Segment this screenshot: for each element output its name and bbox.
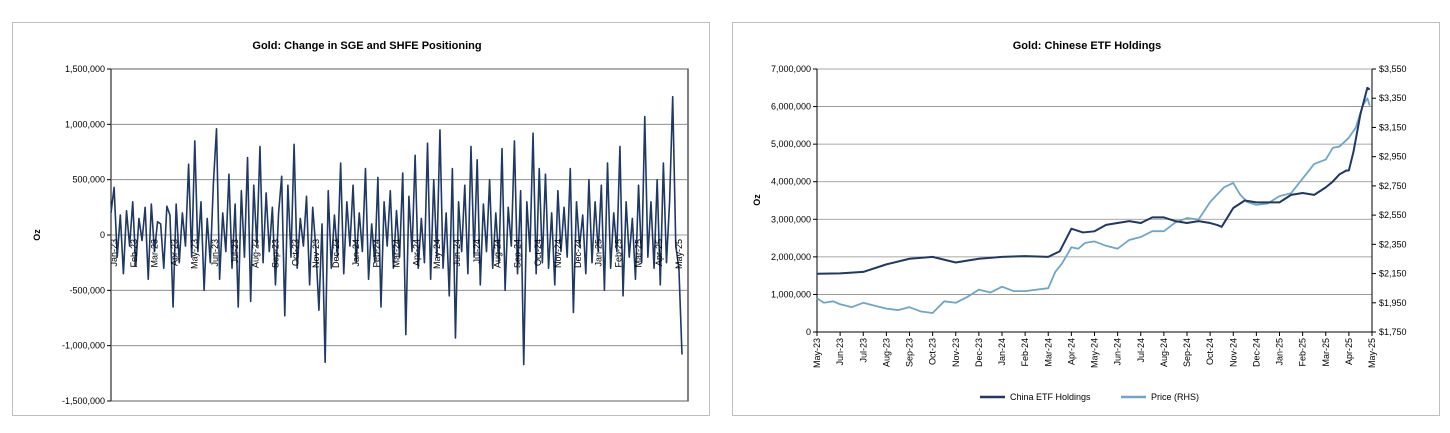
y2-tick-label: $3,350 [1379,93,1407,103]
x-tick-label: Jan-23 [109,239,119,267]
x-tick-label: Jan-25 [593,239,603,267]
y-tick-label: 2,000,000 [771,252,811,262]
x-tick-label: Mar-25 [1321,338,1331,367]
x-tick-label: Sep-24 [513,239,523,268]
x-tick-label: May-25 [674,239,684,269]
x-tick-label: Oct-23 [928,338,938,365]
x-tick-label: Apr-23 [170,239,180,266]
x-tick-label: Feb-24 [1020,338,1030,367]
y2-tick-label: $3,150 [1379,122,1407,132]
y-axis-label: Oz [32,229,42,241]
x-tick-label: Sep-24 [1182,338,1192,367]
x-tick-label: Nov-23 [311,239,321,268]
x-tick-label: Mar-23 [149,239,159,268]
series-line-china-etf [816,86,1371,275]
x-tick-label: Apr-24 [412,239,422,266]
y-axis-label: Oz [752,194,762,206]
y2-tick-label: $2,350 [1379,239,1407,249]
x-tick-label: Mar-24 [1043,338,1053,367]
x-tick-label: Oct-23 [291,239,301,266]
x-tick-label: Jan-24 [351,239,361,267]
y2-tick-label: $1,950 [1379,298,1407,308]
x-tick-label: Sep-23 [270,239,280,268]
x-tick-label: May-25 [1367,338,1377,368]
y-tick-label: 500,000 [72,175,105,185]
y-tick-label: 1,500,000 [65,64,105,74]
legend-label-china-etf: China ETF Holdings [1010,392,1091,402]
x-tick-label: Apr-25 [1344,338,1354,365]
x-tick-label: Jun-24 [452,239,462,267]
x-tick-label: Oct-24 [1205,338,1215,365]
x-tick-label: May-24 [432,239,442,269]
y-tick-label: 1,000,000 [771,289,811,299]
x-tick-label: Jan-24 [997,338,1007,366]
y-tick-label: 0 [100,230,105,240]
chart-title: Gold: Change in SGE and SHFE Positioning [252,40,481,52]
y-tick-label: 0 [806,327,811,337]
chart-panel-sge-shfe: Gold: Change in SGE and SHFE Positioning… [12,22,710,416]
x-tick-label: Apr-25 [654,239,664,266]
legend-label-price: Price (RHS) [1151,392,1199,402]
x-tick-label: May-24 [1090,338,1100,368]
x-tick-label: Jul-23 [230,239,240,264]
y-tick-label: -500,000 [69,285,105,295]
x-tick-label: Aug-24 [1159,338,1169,367]
y2-tick-label: $1,750 [1379,327,1407,337]
y-tick-label: 7,000,000 [771,64,811,74]
x-tick-label: Jul-24 [472,239,482,264]
x-tick-label: Dec-24 [573,239,583,268]
china-etf-chart-svg: Gold: Chinese ETF Holdings Oz 0 1,000,000… [752,40,1407,402]
x-tick-label: Jul-23 [858,338,868,363]
x-tick-label: Dec-24 [1251,338,1261,367]
x-tick-label: Sep-23 [905,338,915,367]
y-tick-label: 1,000,000 [65,119,105,129]
x-tick-label: Aug-23 [881,338,891,367]
x-tick-label: Jun-24 [1113,338,1123,366]
x-tick-label: Oct-24 [533,239,543,266]
y2-tick-label: $2,750 [1379,181,1407,191]
y2-tick-label: $3,550 [1379,64,1407,74]
y-tick-label: 4,000,000 [771,177,811,187]
x-tick-label: Feb-24 [371,239,381,268]
x-tick-label: Nov-24 [553,239,563,268]
chart-panel-china-etf: Gold: Chinese ETF Holdings Oz 0 1,000,000… [732,22,1440,416]
y-tick-label: -1,500,000 [62,396,105,406]
y2-tick-label: $2,550 [1379,210,1407,220]
y-tick-label: 6,000,000 [771,102,811,112]
x-tick-label: Feb-25 [1298,338,1308,367]
x-tick-label: Jan-25 [1275,338,1285,366]
x-tick-label: Mar-25 [634,239,644,268]
x-tick-label: Feb-23 [129,239,139,268]
x-tick-label: Jun-23 [835,338,845,366]
y-tick-label: 3,000,000 [771,214,811,224]
x-tick-label: Feb-25 [613,239,623,268]
y2-tick-label: $2,950 [1379,152,1407,162]
x-tick-label: Nov-23 [951,338,961,367]
chart-title: Gold: Chinese ETF Holdings [1013,40,1162,52]
x-tick-label: Dec-23 [331,239,341,268]
sge-shfe-chart-svg: Gold: Change in SGE and SHFE Positioning… [32,40,689,406]
x-tick-label: Mar-24 [392,239,402,268]
y-tick-label: 5,000,000 [771,139,811,149]
legend: China ETF Holdings Price (RHS) [980,392,1199,402]
plot-area: 1,500,000 1,000,000 500,000 0 -500,000 -1,000… [62,64,689,406]
y2-tick-label: $2,150 [1379,269,1407,279]
x-tick-label: Aug-24 [492,239,502,268]
plot-area: 0 1,000,000 2,000,000 3,000,000 4,000,000 5,0… [771,64,1407,368]
x-tick-label: May-23 [812,338,822,368]
y-tick-label: -1,000,000 [62,341,105,351]
x-tick-label: Dec-23 [974,338,984,367]
x-tick-label: Jun-23 [210,239,220,267]
x-tick-label: Apr-24 [1066,338,1076,365]
x-tick-label: May-23 [190,239,200,269]
series-line [110,95,683,366]
series-line-price [816,97,1371,314]
x-tick-label: Nov-24 [1228,338,1238,367]
x-tick-label: Aug-23 [250,239,260,268]
x-tick-label: Jul-24 [1136,338,1146,363]
